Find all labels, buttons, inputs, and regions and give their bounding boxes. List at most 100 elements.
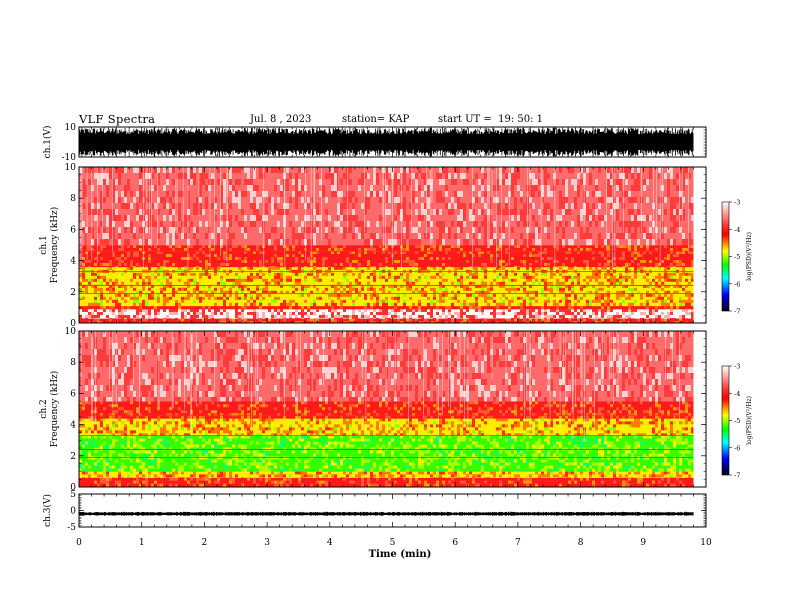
spectrum-cell [274, 308, 278, 313]
spectrum-cell [592, 302, 596, 307]
spectrum-cell [223, 308, 227, 313]
spectrum-cell [652, 305, 656, 310]
spectrum-cell [148, 251, 152, 255]
spectrum-cell [124, 321, 128, 324]
spectrum-cell [292, 248, 296, 252]
spectrum-cell [109, 272, 113, 277]
spectrum-cell [646, 317, 650, 319]
spectrum-cell [226, 299, 230, 304]
spectrum-cell [340, 275, 344, 280]
spectrum-cell [157, 284, 161, 289]
spectrum-cell [127, 287, 131, 292]
spectrum-cell [481, 317, 485, 319]
spectrum-cell [532, 266, 536, 271]
spectrum-cell [202, 245, 206, 249]
spectrum-cell [607, 317, 611, 319]
spectrum-cell [382, 275, 386, 280]
spectrum-cell [97, 318, 101, 322]
spectrum-cell [493, 317, 497, 319]
spectrum-cell [595, 305, 599, 310]
spectrum-cell [541, 266, 545, 271]
spectrum-cell [304, 275, 308, 280]
spectrum-cell [403, 305, 407, 310]
spectrum-cell [529, 308, 533, 313]
spectrum-cell [397, 305, 401, 310]
spectrum-cell [424, 272, 428, 277]
spectrum-cell [400, 308, 404, 313]
spectrum-cell [145, 293, 149, 298]
spectrum-cell [115, 272, 119, 277]
spectrum-cell [691, 314, 695, 319]
spectrum-cell [481, 281, 485, 286]
spectrum-cell [82, 305, 86, 310]
spectrum-cell [187, 248, 191, 252]
spectrum-cell [634, 275, 638, 280]
spectrum-cell [202, 308, 206, 313]
spectrum-cell [376, 311, 380, 316]
spectrum-cell [178, 272, 182, 277]
spectrum-cell [133, 275, 137, 280]
spectrum-cell [589, 311, 593, 316]
spectrum-cell [133, 308, 137, 313]
spectrum-cell [226, 245, 230, 249]
spectrum-cell [97, 305, 101, 310]
spectrum-cell [190, 248, 194, 252]
spectrum-cell [265, 321, 269, 324]
spectrum-cell [457, 275, 461, 280]
spectrum-cell [466, 293, 470, 298]
spectrum-cell [439, 278, 443, 283]
spectrum-cell [178, 251, 182, 255]
spectrum-cell [559, 302, 563, 307]
spectrum-cell [142, 305, 146, 310]
spectrum-cell [649, 296, 653, 301]
spectrum-cell [268, 275, 272, 280]
spectrum-cell [301, 284, 305, 289]
spectrum-cell [199, 314, 203, 319]
spectrum-cell [565, 318, 569, 322]
spectrum-cell [643, 296, 647, 301]
spectrum-cell [103, 272, 107, 277]
spectrum-cell [130, 317, 134, 319]
spectrum-cell [505, 293, 509, 298]
spectrum-cell [667, 318, 671, 322]
spectrum-cell [211, 314, 215, 319]
spectrum-cell [268, 308, 272, 313]
spectrum-cell [562, 293, 566, 298]
spectrum-cell [151, 317, 155, 319]
spectrum-cell [298, 281, 302, 286]
spectrum-cell [436, 287, 440, 292]
spectrum-cell [388, 318, 392, 322]
spectrum-cell [295, 305, 299, 310]
spectrum-cell [157, 272, 161, 277]
spectrum-cell [190, 275, 194, 280]
spectrum-cell [661, 318, 665, 322]
spectrum-cell [79, 284, 83, 289]
spectrum-cell [148, 272, 152, 277]
spectrum-cell [433, 299, 437, 304]
spectrum-cell [544, 281, 548, 286]
spectrum-cell [592, 314, 596, 319]
spectrum-cell [253, 281, 257, 286]
spectrum-cell [682, 314, 686, 319]
spectrum-cell [331, 275, 335, 280]
spectrum-cell [343, 314, 347, 319]
spectrum-cell [217, 266, 221, 271]
spectrum-cell [298, 305, 302, 310]
spectrum-cell [175, 299, 179, 304]
spectrum-cell [259, 311, 263, 316]
spectrum-cell [394, 266, 398, 271]
spectrum-cell [286, 272, 290, 277]
spectrum-cell [658, 314, 662, 319]
spectrum-cell [595, 245, 599, 249]
spectrum-cell [610, 278, 614, 283]
spectrum-cell [481, 293, 485, 298]
spectrum-cell [685, 293, 689, 298]
spectrum-cell [406, 281, 410, 286]
spectrum-cell [145, 318, 149, 322]
spectrum-cell [169, 302, 173, 307]
spectrum-cell [247, 311, 251, 316]
spectrum-cell [208, 272, 212, 277]
spectrum-cell [442, 321, 446, 324]
spectrum-cell [229, 284, 233, 289]
spectrum-cell [571, 287, 575, 292]
